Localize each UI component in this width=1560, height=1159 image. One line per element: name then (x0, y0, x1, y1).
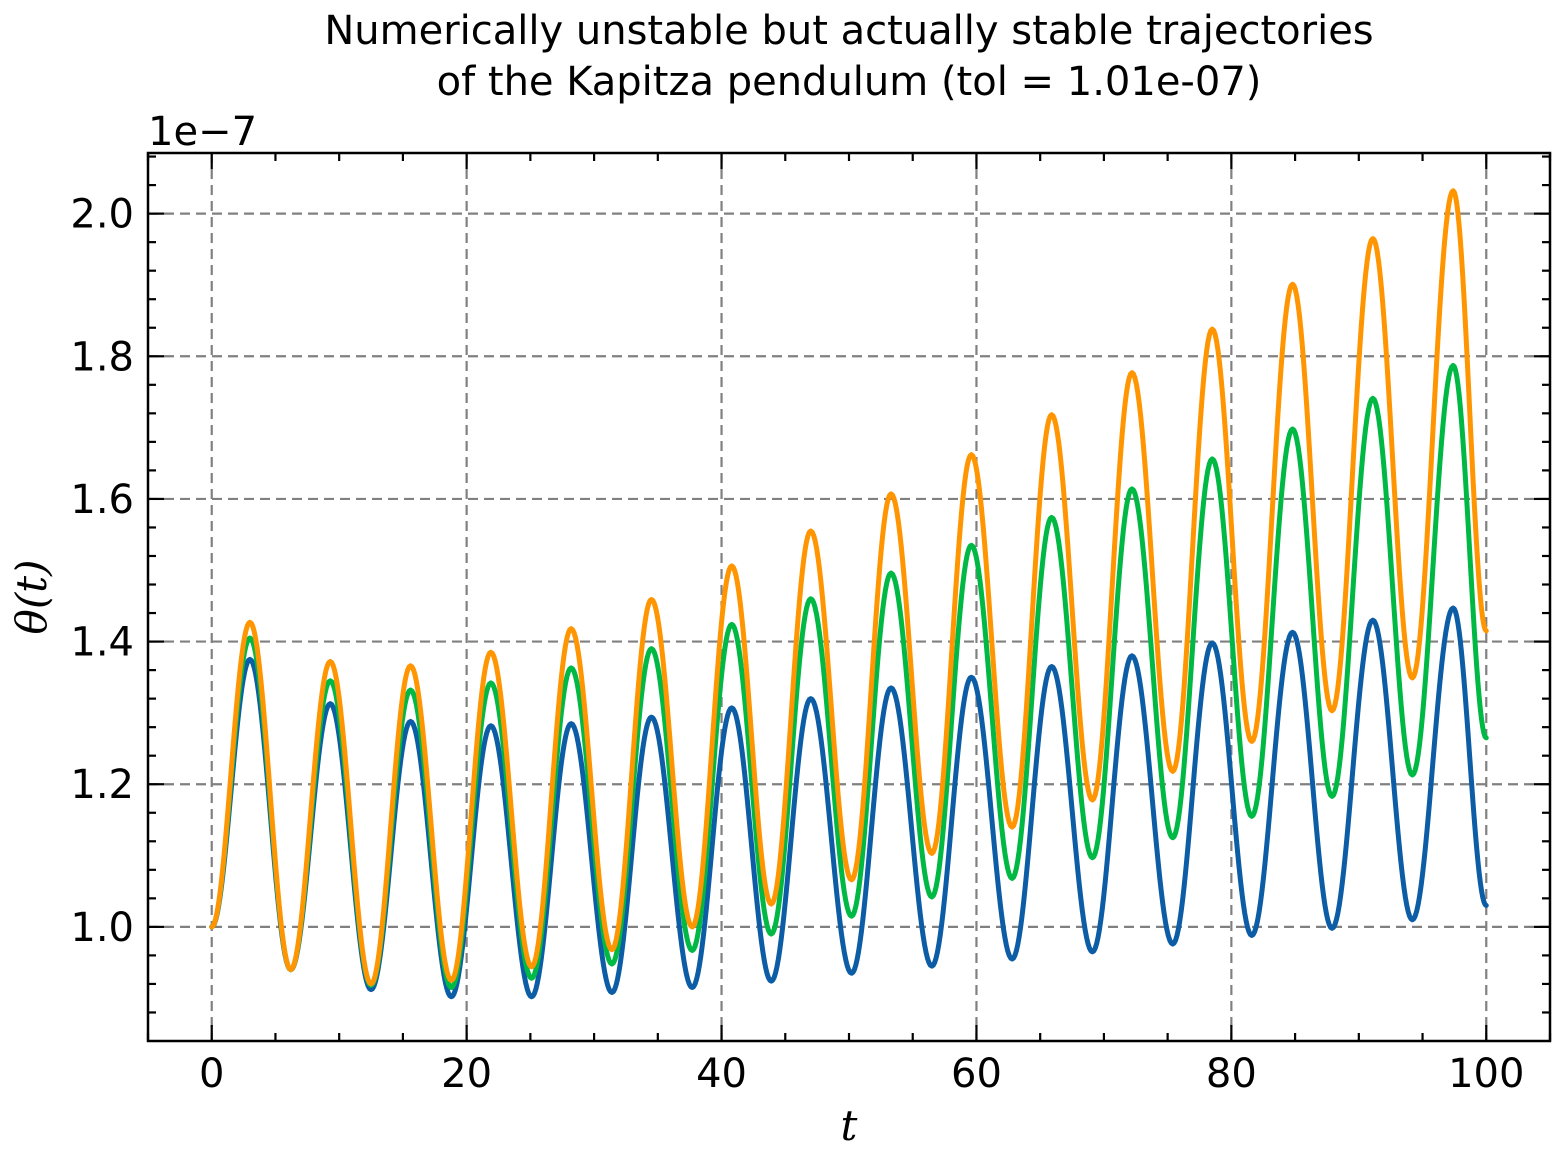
series-line-2 (209, 363, 1489, 991)
x-tick-label: 20 (441, 1051, 492, 1097)
y-axis-label: θ(t) (7, 560, 56, 635)
y-tick-label: 1.4 (70, 620, 134, 666)
x-tick-label: 100 (1448, 1051, 1524, 1097)
tick-labels: 0 20 40 60 80 100 1.0 1.2 1.4 1.6 1.8 2.0 (70, 192, 1524, 1097)
y-tick-label: 2.0 (70, 192, 134, 238)
x-tick-label: 80 (1206, 1051, 1257, 1097)
y-tick-label: 1.0 (70, 905, 134, 951)
axis-ticks (146, 153, 1552, 1041)
series-line-1 (209, 605, 1489, 1000)
chart-title-line-2: of the Kapitza pendulum (tol = 1.01e-07) (437, 59, 1262, 105)
x-tick-label: 40 (696, 1051, 747, 1097)
y-offset-label: 1e−7 (148, 109, 257, 155)
series-lines (209, 188, 1489, 1000)
x-tick-label: 60 (951, 1051, 1002, 1097)
x-tick-label: 0 (199, 1051, 224, 1097)
y-tick-label: 1.8 (70, 334, 134, 380)
chart-title-line-1: Numerically unstable but actually stable… (324, 8, 1373, 54)
series-line-3 (209, 188, 1489, 987)
y-tick-label: 1.6 (70, 477, 134, 523)
y-tick-label: 1.2 (70, 762, 134, 808)
x-axis-label: t (841, 1101, 858, 1150)
